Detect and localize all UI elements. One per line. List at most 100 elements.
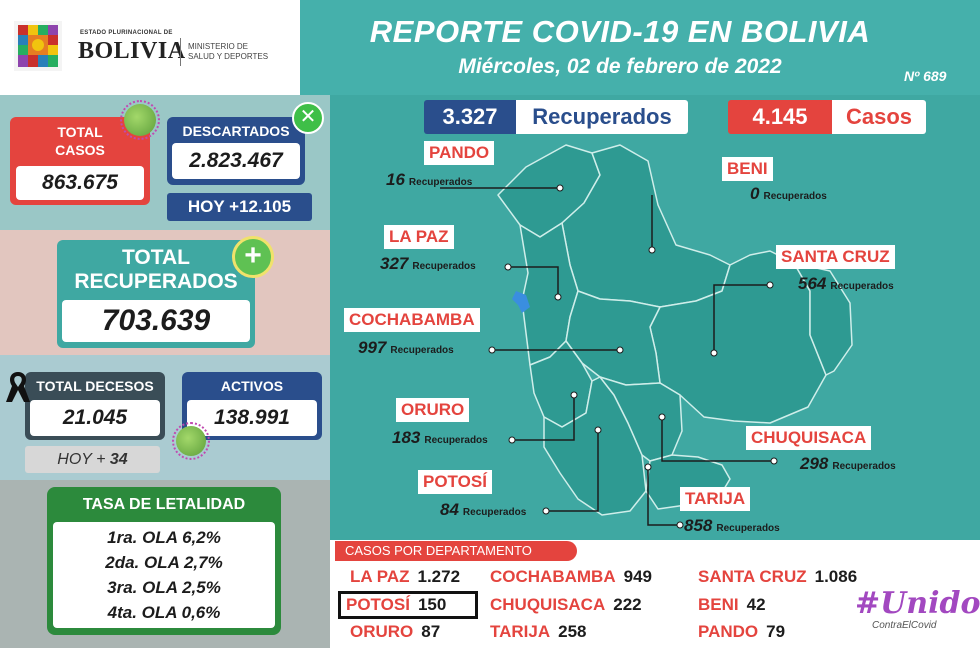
dept-label-chuquisaca: CHUQUISACA [746,426,872,450]
total-recovered-value: 703.639 [62,300,250,342]
campaign-subtitle: ContraElCovid [872,620,937,631]
lethality-row: 1ra. OLA 6,2% [107,528,221,547]
dept-pando-recovered: 16 [386,170,405,189]
case-value: 258 [558,622,587,641]
dept-santa-cruz-recovered: 564 [798,274,827,293]
total-recovered-label: TOTAL RECUPERADOS [57,246,255,294]
dept-oruro-recovered: 183 [392,428,421,447]
case-value: 222 [613,595,642,614]
case-name: BENI [698,595,739,614]
daily-recovered-value: 3.327 [424,100,516,134]
case-name: SANTA CRUZ [698,567,807,586]
total-deaths-value: 21.045 [30,400,160,436]
deaths-today-label: HOY + [57,451,106,468]
dept-value-beni: 0 Recuperados [750,184,827,204]
ministry-label: MINISTERIO DE SALUD Y DEPORTES [188,42,268,62]
daily-recovered-pill: 3.327 Recuperados [424,100,688,134]
marker-potosi-2 [594,426,602,434]
report-number: Nº 689 [904,68,947,84]
bolivia-emblem-icon [14,21,62,71]
case-name: POTOSÍ [346,595,410,614]
ministry-line2: SALUD Y DEPORTES [188,52,269,61]
marker-la-paz-2 [554,293,562,301]
close-circle-icon: ✕ [292,102,324,134]
dept-label-la-paz: LA PAZ [384,225,454,249]
leader-chuquisaca [661,417,774,462]
case-value: 87 [421,622,441,641]
total-cases-label-line2: CASOS [55,142,105,158]
lethality-row: 3ra. OLA 2,5% [107,578,221,597]
potosi-highlight-frame [338,591,478,619]
plus-circle-icon: + [232,236,274,278]
virus-icon [120,100,160,140]
case-item-la-paz: LA PAZ 1.272 [350,567,460,587]
lethality-list [53,522,275,628]
case-name: CHUQUISACA [490,595,606,614]
marker-tarija [676,521,684,529]
unit-label: Recuperados [408,177,473,188]
unit-label: Recuperados [462,507,527,518]
virus-icon [172,422,210,460]
dept-chuquisaca-recovered: 298 [800,454,829,473]
unit-label: Recuperados [390,345,454,356]
marker-tarija-2 [644,463,652,471]
unit-label: Recuperados [716,523,780,534]
case-item-potosi: POTOSÍ 150 [346,595,446,615]
unit-label: Recuperados [832,461,896,472]
marker-santa-cruz [766,281,774,289]
ministry-line1: MINISTERIO DE [188,42,249,51]
leader-tarija [647,467,680,526]
daily-cases-label: Casos [832,100,926,134]
case-name: TARIJA [490,622,551,641]
dept-label-oruro: ORURO [396,398,470,422]
total-cases-label: TOTAL CASOS [10,123,150,159]
unit-label: Recuperados [763,191,827,202]
dept-label-potosi: POTOSÍ [418,470,492,494]
map-region-east [793,262,853,376]
total-recovered-label-line1: TOTAL [121,246,191,269]
dept-la-paz-recovered: 327 [380,254,409,273]
page-title: REPORTE COVID-19 EN BOLIVIA [369,14,871,49]
dept-label-pando: PANDO [424,141,495,165]
case-name: COCHABAMBA [490,567,616,586]
leader-potosi [546,430,599,512]
mourning-ribbon-icon [6,372,30,402]
case-item-santa-cruz: SANTA CRUZ 1.086 [698,567,857,587]
dept-value-potosi: 84 Recuperados [440,500,526,520]
marker-cochabamba-2 [616,346,624,354]
active-label: ACTIVOS [220,378,284,394]
unit-label: Recuperados [424,435,488,446]
logo-small-text: ESTADO PLURINACIONAL DE [80,30,173,36]
case-name: PANDO [698,622,759,641]
bolivia-map [440,144,853,529]
daily-recovered-label: Recuperados [516,100,688,134]
case-name: LA PAZ [350,567,410,586]
dept-value-santa-cruz: 564 Recuperados [798,274,894,294]
marker-la-paz [504,263,512,271]
case-item-oruro: ORURO 87 [350,622,440,642]
report-date: Miércoles, 02 de febrero de 2022 [458,55,782,78]
case-value: 1.272 [417,567,461,586]
marker-pando [556,184,564,192]
marker-potosi [542,507,550,515]
header-band [300,0,980,95]
leader-oruro [512,395,575,441]
lethality-title: TASA DE LETALIDAD [82,496,246,513]
dept-label-beni: BENI [722,157,773,181]
campaign-hashtag: #Unidos [855,586,980,621]
cases-by-dept-title: CASOS POR DEPARTAMENTO [335,541,577,561]
dept-value-chuquisaca: 298 Recuperados [800,454,896,474]
daily-cases-pill: 4.145 Casos [728,100,926,134]
total-recovered-label-line2: RECUPERADOS [74,270,238,293]
case-value: 42 [746,595,766,614]
marker-santa-cruz-2 [710,349,718,357]
dept-value-tarija: 858 Recuperados [684,516,780,536]
dept-tarija-recovered: 858 [684,516,713,535]
case-value: 79 [766,622,786,641]
leader-la-paz [508,266,559,297]
dept-cochabamba-recovered: 997 [358,338,387,357]
case-item-beni: BENI 42 [698,595,766,615]
lake-titicaca-icon [512,291,530,313]
marker-chuquisaca-2 [658,413,666,421]
case-item-chuquisaca: CHUQUISACA 222 [490,595,642,615]
